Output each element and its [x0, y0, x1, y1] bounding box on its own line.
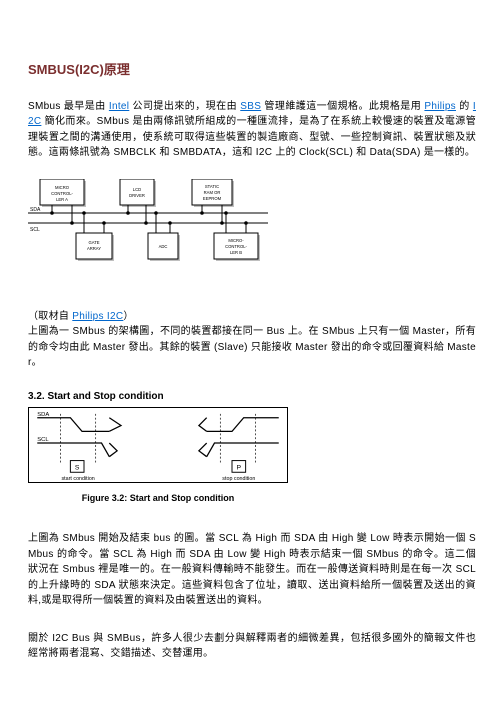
box-lcd: LCD DRIVER: [120, 179, 156, 207]
svg-text:LER A: LER A: [56, 197, 68, 202]
svg-text:SDA: SDA: [37, 412, 49, 418]
sda-label: SDA: [30, 207, 41, 213]
intro-paragraph: SMbus 最早是由 Intel 公司提出來的，現在由 SBS 管理維護這一個規…: [28, 99, 476, 161]
svg-text:SCL: SCL: [37, 437, 49, 443]
svg-text:LCD: LCD: [133, 187, 141, 192]
box-micro-b: MICRO- CONTROL- LER B: [214, 233, 260, 261]
link-philips-i2c[interactable]: Philips I2C: [72, 311, 123, 322]
svg-text:CONTROL-: CONTROL-: [225, 244, 247, 249]
figure-caption: Figure 3.2: Start and Stop condition: [28, 491, 288, 505]
paragraph-3: 上圖為 SMbus 開始及結束 bus 的圖。當 SCL 為 High 而 SD…: [28, 531, 476, 609]
p1-t0: SMbus 最早是由: [28, 101, 109, 112]
figure-heading: 3.2. Start and Stop condition: [28, 389, 288, 405]
start-stop-figure: 3.2. Start and Stop condition SDA SCL S …: [28, 389, 288, 505]
paragraph-2: 上圖為一 SMbus 的架構圖，不同的裝置都接在同一 Bus 上。在 SMbus…: [28, 324, 476, 371]
svg-text:MICRO: MICRO: [55, 185, 70, 190]
box-micro-a: MICRO CONTROL- LER A: [40, 179, 86, 207]
link-sbs[interactable]: SBS: [240, 101, 261, 112]
svg-text:RAM OR: RAM OR: [204, 190, 221, 195]
svg-text:MICRO-: MICRO-: [228, 238, 244, 243]
p1-t4: 簡化而來。SMbus 是由兩條訊號所組成的一種匯流排，是為了在系統上較慢速的裝置…: [28, 116, 476, 158]
p1-t3: 的: [456, 101, 473, 112]
cite-prefix: （取材自: [28, 311, 72, 322]
svg-text:stop condition: stop condition: [222, 476, 255, 482]
svg-text:STATIC: STATIC: [205, 184, 219, 189]
svg-text:GATE: GATE: [88, 240, 99, 245]
svg-text:EEPROM: EEPROM: [203, 196, 222, 201]
cite-suffix: ）: [123, 311, 133, 322]
page-title: SMBUS(I2C)原理: [28, 60, 476, 81]
p1-t2: 管理維護這一個規格。此規格是用: [261, 101, 424, 112]
svg-text:ARRAY: ARRAY: [87, 246, 101, 251]
link-intel[interactable]: Intel: [109, 101, 129, 112]
svg-text:P: P: [237, 464, 242, 471]
svg-text:ADC: ADC: [159, 244, 168, 249]
p1-t1: 公司提出來的，現在由: [129, 101, 240, 112]
citation-line: （取材自 Philips I2C）: [28, 309, 476, 325]
paragraph-4: 關於 I2C Bus 與 SMBus，許多人很少去劃分與解釋兩者的細微差異，包括…: [28, 631, 476, 662]
scl-label: SCL: [30, 227, 40, 233]
link-philips[interactable]: Philips: [424, 101, 456, 112]
start-stop-diagram: SDA SCL S P start condition stop conditi…: [28, 407, 288, 483]
box-gate: GATE ARRAY: [76, 233, 114, 261]
svg-text:LER B: LER B: [230, 250, 242, 255]
svg-text:S: S: [75, 464, 80, 471]
svg-text:DRIVER: DRIVER: [129, 193, 145, 198]
box-ram: STATIC RAM OR EEPROM: [192, 179, 234, 207]
box-adc: ADC: [148, 233, 180, 261]
svg-text:CONTROL-: CONTROL-: [51, 191, 73, 196]
svg-text:start condition: start condition: [62, 476, 95, 482]
bus-topology-diagram: SDA SCL MICRO CONTROL- LER A LCD DRIVER …: [28, 179, 268, 279]
